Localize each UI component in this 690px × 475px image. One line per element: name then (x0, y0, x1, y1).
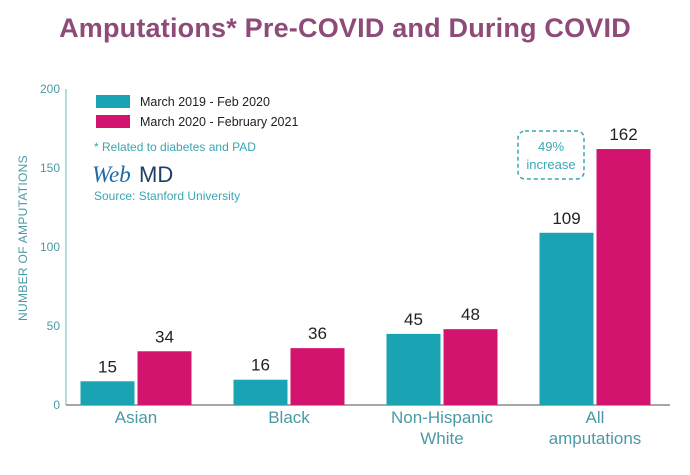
y-tick-label: 0 (53, 398, 60, 412)
bar-during-covid (443, 329, 498, 405)
x-category-label: Non-Hispanic White (391, 408, 494, 448)
legend: March 2019 - Feb 2020 March 2020 - Febru… (96, 95, 298, 129)
legend-swatch-during-covid (96, 115, 130, 128)
logo-web: Web (92, 162, 131, 187)
increase-badge-border (517, 130, 585, 180)
chart-title: Amputations* Pre-COVID and During COVID (59, 13, 631, 43)
bar-value-label: 109 (552, 209, 580, 228)
increase-badge-word: increase (526, 157, 575, 172)
source-text: Source: Stanford University (94, 189, 240, 203)
bar-pre-covid (80, 381, 135, 405)
y-axis-label: NUMBER OF AMPUTATIONS (16, 155, 30, 321)
bar-value-label: 36 (308, 324, 327, 343)
bar-value-label: 48 (461, 305, 480, 324)
bar-during-covid (290, 348, 345, 405)
bar-value-label: 16 (251, 356, 270, 375)
bar-during-covid (596, 149, 651, 405)
bar-during-covid (137, 351, 192, 405)
bar-pre-covid (386, 333, 441, 405)
y-tick-label: 200 (40, 82, 60, 96)
x-category-label: Black (268, 408, 310, 427)
bars: 15 16 45 109 34 36 48 162 (80, 125, 651, 405)
legend-label-during-covid: March 2020 - February 2021 (140, 115, 298, 129)
increase-badge-percent: 49% (538, 139, 564, 154)
x-category-label: All amputations (549, 408, 642, 448)
bar-pre-covid (233, 379, 288, 405)
footnote: * Related to diabetes and PAD (94, 140, 256, 154)
y-tick-label: 150 (40, 161, 60, 175)
logo-md: MD (139, 162, 173, 187)
category-labels: Asian Black Non-Hispanic White All amputation… (115, 408, 642, 448)
y-tick-label: 100 (40, 240, 60, 254)
webmd-logo: Web MD (92, 162, 173, 187)
increase-badge: 49% increase (517, 130, 585, 180)
bar-pre-covid (539, 232, 594, 405)
bar-value-label: 162 (609, 125, 637, 144)
bar-value-label: 15 (98, 357, 117, 376)
y-tick-label: 50 (47, 319, 61, 333)
legend-label-pre-covid: March 2019 - Feb 2020 (140, 95, 270, 109)
x-category-label: Asian (115, 408, 158, 427)
legend-swatch-pre-covid (96, 95, 130, 108)
bar-value-label: 45 (404, 310, 423, 329)
bar-value-label: 34 (155, 327, 174, 346)
y-axis-ticks: 0 50 100 150 200 (40, 82, 60, 412)
